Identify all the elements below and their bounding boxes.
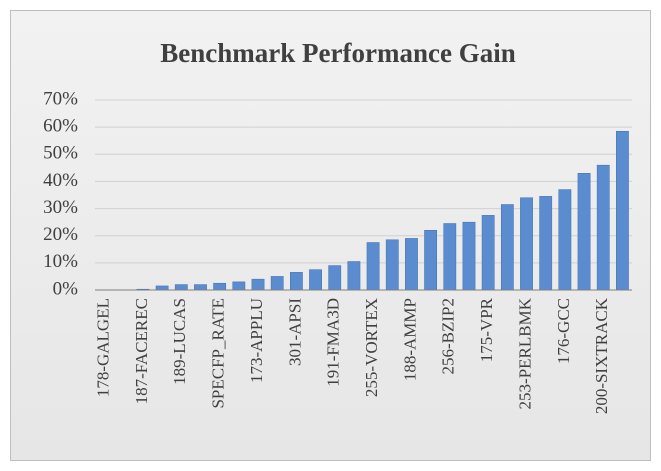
bar [289, 272, 303, 291]
x-tick-label: 253-PERLBMK [515, 297, 534, 409]
bar [424, 230, 438, 291]
x-tick-label: SPECFP_RATE [209, 298, 228, 409]
y-tick-label: 50% [43, 143, 78, 164]
bar [366, 242, 380, 291]
bar [232, 281, 246, 291]
x-tick-label: 187-FACEREC [132, 298, 151, 404]
bar [596, 164, 610, 291]
bar [328, 265, 342, 291]
x-tick-label: 200-SIXTRACK [592, 297, 611, 414]
bar [616, 130, 629, 291]
y-tick-label: 60% [43, 116, 78, 137]
y-tick-label: 40% [43, 170, 78, 191]
bar [155, 285, 169, 291]
bar [462, 221, 476, 291]
y-tick-label: 10% [43, 251, 78, 272]
x-tick-label: 189-LUCAS [170, 298, 189, 385]
y-tick-label: 30% [43, 197, 78, 218]
bar [481, 215, 495, 291]
bar [213, 282, 227, 291]
x-tick-label: 255-VORTEX [362, 298, 381, 397]
x-tick-label: 173-APPLU [247, 298, 266, 383]
bar [500, 204, 514, 291]
bar [577, 173, 591, 291]
bar [309, 269, 322, 291]
y-tick-label: 70% [43, 88, 78, 109]
x-tick-label: 178-GALGEL [93, 298, 112, 397]
x-tick-label: 256-BZIP2 [439, 298, 458, 375]
bar [405, 238, 418, 291]
bar [558, 189, 572, 291]
x-tick-label: 176-GCC [554, 298, 573, 364]
bar [251, 278, 265, 291]
y-tick-label: 0% [53, 278, 79, 299]
bar [443, 223, 457, 291]
bar [194, 284, 207, 291]
bar [174, 284, 188, 291]
y-tick-label: 20% [43, 224, 78, 245]
bar [385, 239, 399, 291]
bar [539, 196, 553, 291]
x-tick-label: 188-AMMP [400, 298, 419, 381]
x-tick-label: 175-VPR [477, 297, 496, 362]
x-tick-label: 191-FMA3D [324, 298, 343, 387]
bar [520, 197, 533, 291]
chart-title: Benchmark Performance Gain [160, 38, 515, 68]
bar [347, 261, 361, 291]
x-tick-label: 301-APSI [285, 298, 304, 366]
bar [270, 276, 284, 291]
